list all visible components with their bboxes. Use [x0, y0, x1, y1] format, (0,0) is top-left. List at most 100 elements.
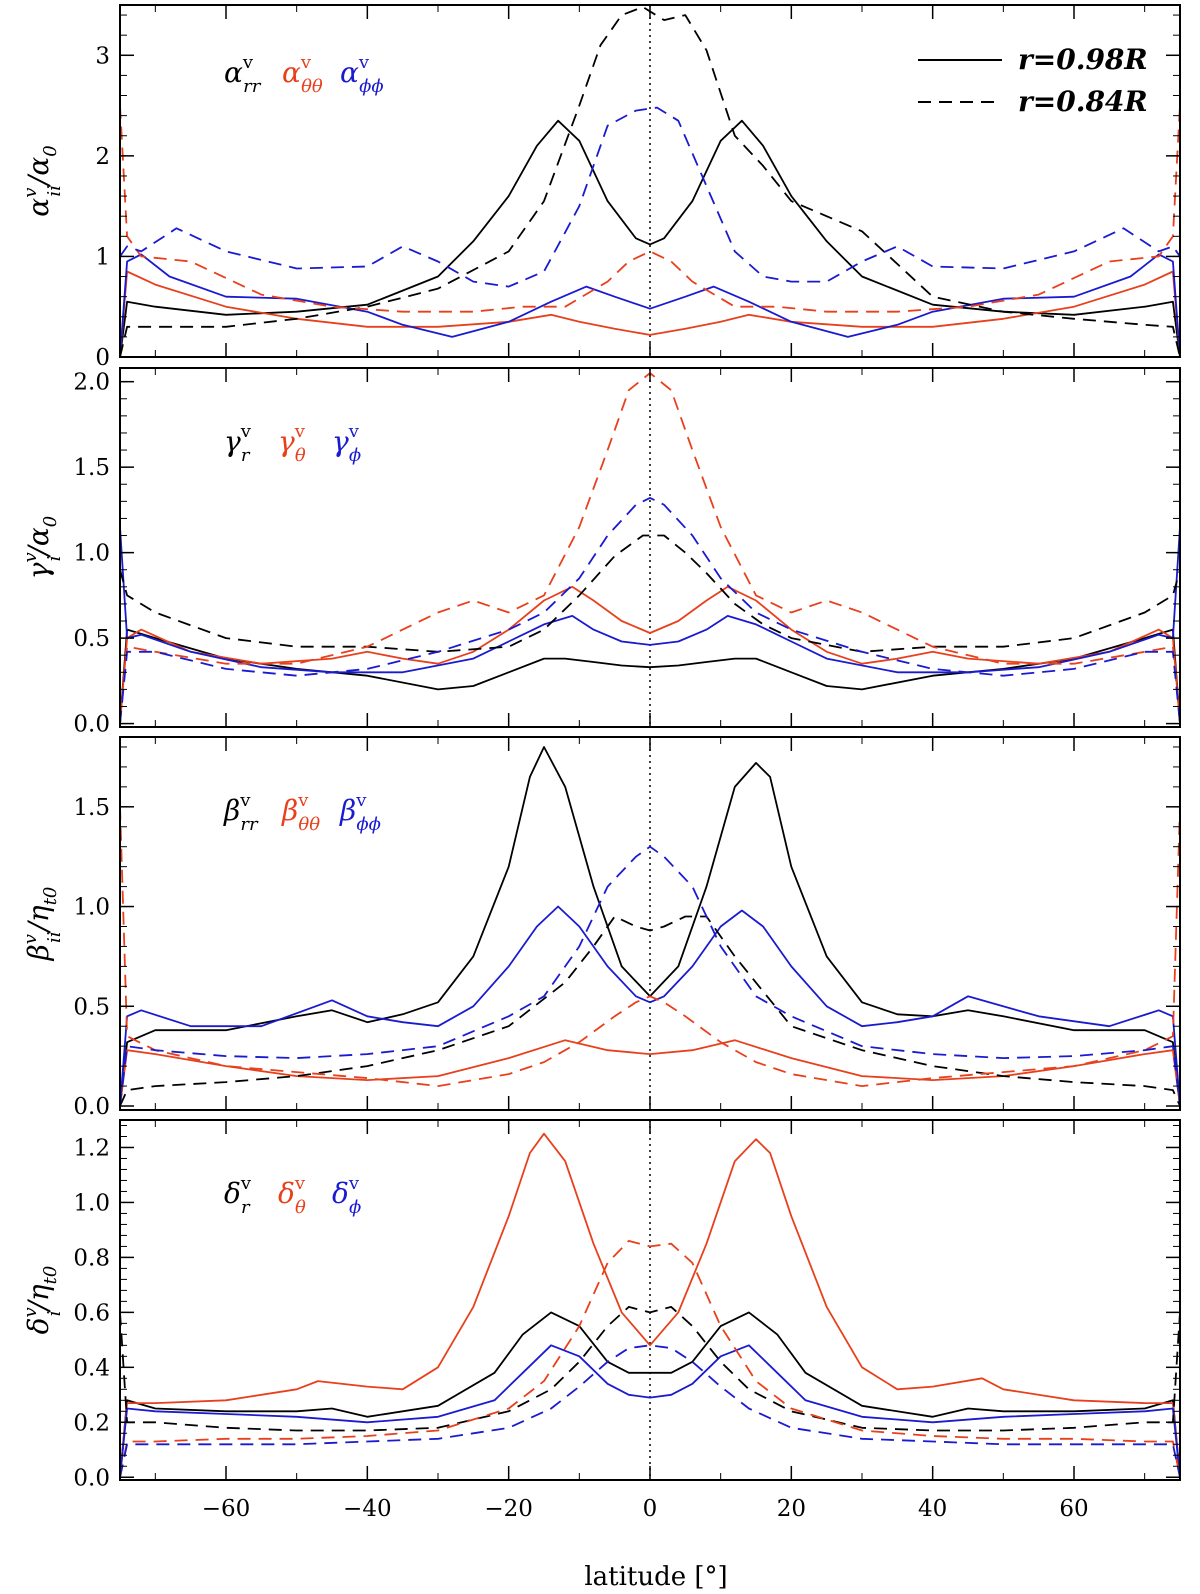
- y-axis-label-part: α: [22, 198, 55, 217]
- series-line-red-solid: [120, 1132, 1180, 1478]
- figure-legend: r=0.98R r=0.84R: [918, 43, 1148, 118]
- y-tick-label: 1.0: [73, 541, 110, 567]
- inset-symbol: δ: [278, 1177, 295, 1210]
- series-line-black-dashed: [120, 1306, 1180, 1432]
- y-axis-label-part: i: [44, 556, 65, 562]
- inset-sup: v: [294, 1173, 306, 1194]
- inset-sup: v: [242, 52, 254, 73]
- y-axis-label: δv i/ηt0: [20, 1266, 65, 1335]
- legend-label: r=0.98R: [1018, 43, 1148, 76]
- y-axis-label-part: ii: [44, 932, 65, 944]
- inset-sub: ϕ: [349, 1197, 361, 1218]
- inset-symbol: β: [339, 794, 356, 827]
- y-axis-label-part: v: [20, 552, 41, 562]
- y-tick-label: 0.0: [73, 1465, 110, 1491]
- y-tick-label: 2.0: [73, 370, 110, 396]
- x-axis-label: latitude [°]: [584, 1562, 727, 1592]
- inset-label-black: βv rr: [223, 790, 259, 835]
- inset-sub: ϕ: [349, 445, 361, 466]
- series-line-blue-solid: [120, 526, 1180, 674]
- series-line-red-solid: [120, 585, 1180, 724]
- y-tick-label: 1.5: [73, 795, 110, 821]
- inset-symbol: α: [340, 56, 359, 89]
- series-line-red-dashed: [120, 806, 1180, 1087]
- inset-sub: ϕϕ: [356, 814, 381, 835]
- y-tick-label: 0.5: [73, 626, 110, 652]
- y-tick-label: 0.6: [73, 1300, 110, 1326]
- x-tick-label: 0: [643, 1496, 658, 1522]
- y-tick-label: 0.0: [73, 712, 110, 738]
- series-line-red-dashed: [120, 1240, 1180, 1478]
- x-tick-label: −40: [343, 1496, 392, 1522]
- plot-frame: [119, 367, 1181, 728]
- inset-sup: v: [294, 421, 306, 442]
- y-tick-label: 1: [95, 244, 110, 270]
- y-axis-label-part: /η: [22, 1284, 55, 1313]
- y-tick-label: 3: [95, 43, 110, 69]
- inset-sup: v: [239, 790, 251, 811]
- y-tick-label: 1.2: [73, 1135, 110, 1161]
- series-line-blue-solid: [120, 1344, 1180, 1478]
- series-line-blue-dashed: [120, 106, 1180, 288]
- series-line-black-solid: [120, 1311, 1180, 1478]
- series-line-blue-dashed: [120, 497, 1180, 724]
- y-axis-label: γv i/α0: [20, 516, 65, 579]
- series-line-black-dashed: [120, 6, 1180, 357]
- y-axis-label: αv ii/α0: [20, 145, 65, 216]
- series-line-black-solid: [120, 746, 1180, 1107]
- inset-label-black: αv rr: [224, 52, 262, 97]
- x-tick-label: −20: [484, 1496, 533, 1522]
- inset-label-blue: δv ϕ: [332, 1173, 361, 1218]
- inset-label-black: γv r: [224, 421, 252, 466]
- inset-symbol: γ: [224, 425, 241, 458]
- y-tick-label: 0.0: [73, 1094, 110, 1120]
- y-tick-label: 0.2: [73, 1410, 110, 1436]
- y-axis-label-part: 0: [40, 516, 61, 527]
- y-axis-label-part: v: [20, 188, 41, 198]
- inset-label-blue: βv ϕϕ: [339, 790, 381, 835]
- x-tick-label: 40: [918, 1496, 947, 1522]
- y-axis-label-part: /η: [22, 905, 55, 934]
- inset-label-red: γv θ: [278, 421, 306, 466]
- series-group: [120, 1132, 1180, 1478]
- inset-sub: ϕϕ: [359, 76, 384, 97]
- inset-symbol: β: [223, 794, 240, 827]
- series-group: [120, 746, 1180, 1107]
- inset-sub: θθ: [298, 814, 320, 835]
- y-axis-label-part: β: [22, 944, 55, 961]
- y-axis-label-part: /α: [22, 157, 55, 188]
- y-axis-label-part: δ: [22, 1317, 55, 1334]
- inset-sup: v: [240, 1173, 252, 1194]
- y-axis-label-part: t0: [40, 1266, 61, 1285]
- inset-sub: θ: [295, 1197, 306, 1218]
- y-axis-label-part: 0: [40, 145, 61, 156]
- inset-symbol: γ: [332, 425, 349, 458]
- y-tick-label: 0.4: [73, 1355, 110, 1381]
- series-line-black-dashed: [120, 915, 1180, 1107]
- y-tick-label: 0.5: [73, 994, 110, 1020]
- inset-label-red: αv θθ: [282, 52, 323, 97]
- y-tick-label: 0.8: [73, 1245, 110, 1271]
- series-line-red-dashed: [120, 105, 1180, 313]
- inset-symbol: δ: [224, 1177, 241, 1210]
- inset-sup: v: [297, 790, 309, 811]
- inset-sub: rr: [243, 76, 262, 97]
- inset-sub: rr: [240, 814, 259, 835]
- series-line-blue-solid: [120, 905, 1180, 1107]
- legend-label: r=0.84R: [1018, 85, 1148, 118]
- inset-label-blue: αv ϕϕ: [340, 52, 384, 97]
- inset-sup: v: [358, 52, 370, 73]
- series-line-red-solid: [120, 1039, 1180, 1107]
- inset-symbol: δ: [332, 1177, 349, 1210]
- inset-label-red: βv θθ: [281, 790, 320, 835]
- y-tick-label: 1.5: [73, 455, 110, 481]
- series-line-blue-solid: [120, 253, 1180, 357]
- x-tick-labels: −60 −40 −20 0 20 40 60: [202, 1496, 1089, 1522]
- y-axis-label-part: /α: [22, 527, 55, 558]
